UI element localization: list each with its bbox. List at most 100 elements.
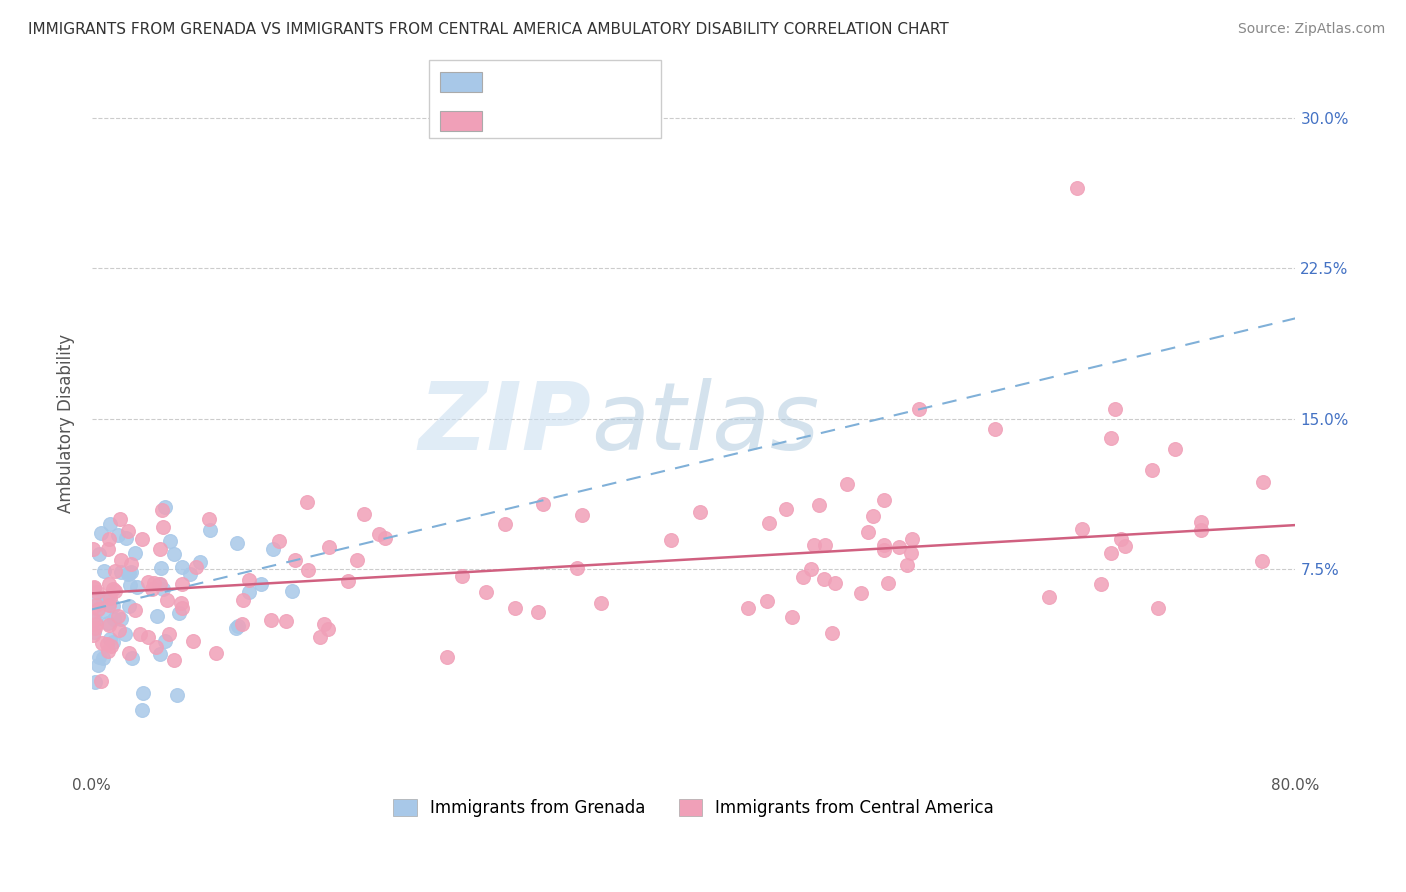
Point (153, 500, 176, 514)
Point (159, 534, 181, 549)
Point (531, 497, 554, 511)
Point (337, 574, 360, 588)
Point (118, 646, 141, 660)
Point (87, 602, 110, 616)
Point (138, 630, 160, 644)
Point (262, 541, 284, 556)
Point (146, 609, 169, 624)
Point (186, 559, 208, 574)
Point (1109, 532, 1132, 546)
Point (1066, 181, 1088, 195)
Point (167, 606, 190, 620)
Point (104, 564, 127, 578)
Point (145, 640, 167, 655)
Point (150, 560, 173, 574)
Point (1164, 442, 1187, 456)
Point (89, 650, 111, 665)
Point (226, 619, 249, 633)
Point (1191, 516, 1213, 530)
Point (91, 592, 114, 607)
Point (873, 538, 896, 552)
Text: atlas: atlas (592, 378, 820, 469)
Point (659, 533, 682, 547)
Text: 0.065: 0.065 (516, 73, 567, 91)
Point (93, 593, 115, 607)
Point (97, 595, 120, 609)
Point (792, 570, 814, 584)
Point (125, 580, 148, 594)
Point (104, 583, 127, 598)
Point (83, 613, 105, 627)
Point (100, 639, 122, 653)
Point (475, 585, 498, 599)
Point (983, 422, 1005, 436)
Point (1099, 431, 1122, 445)
Point (170, 601, 193, 615)
Point (318, 540, 340, 554)
Point (813, 572, 835, 586)
Point (87, 658, 110, 673)
Point (170, 596, 193, 610)
Text: R =: R = (491, 112, 530, 130)
Point (98, 516, 121, 531)
Point (226, 536, 249, 550)
Point (120, 566, 142, 580)
Point (198, 511, 221, 525)
Point (803, 538, 825, 552)
Point (90, 526, 112, 541)
Point (97, 599, 120, 613)
Point (117, 566, 139, 581)
Point (163, 547, 186, 561)
Text: ZIP: ZIP (419, 377, 592, 470)
Point (84, 598, 107, 612)
Point (120, 558, 142, 572)
Point (1038, 590, 1060, 604)
Point (231, 616, 253, 631)
Point (98, 532, 121, 546)
Point (756, 594, 779, 608)
Point (87, 547, 110, 561)
Point (98, 591, 121, 605)
Point (142, 576, 165, 591)
Point (114, 627, 136, 641)
Point (149, 542, 172, 557)
Point (152, 519, 174, 533)
Point (1250, 554, 1272, 568)
Point (118, 566, 141, 580)
Point (281, 583, 304, 598)
Point (436, 650, 458, 665)
Point (451, 569, 474, 583)
Point (124, 546, 146, 560)
Point (101, 582, 124, 596)
Point (567, 561, 589, 575)
Point (225, 621, 247, 635)
Point (86, 585, 108, 599)
Point (887, 540, 910, 554)
Point (150, 503, 173, 517)
Point (1142, 463, 1164, 477)
Point (314, 616, 336, 631)
Point (97, 542, 120, 557)
Point (118, 599, 141, 613)
Point (1146, 600, 1168, 615)
Point (900, 545, 922, 559)
Point (821, 625, 844, 640)
Point (82, 611, 104, 625)
Point (808, 498, 831, 512)
Legend: Immigrants from Grenada, Immigrants from Central America: Immigrants from Grenada, Immigrants from… (387, 792, 1001, 824)
Point (107, 623, 129, 637)
Point (91, 650, 114, 665)
Point (93, 604, 115, 618)
Point (238, 573, 260, 587)
Point (877, 575, 900, 590)
Text: N =: N = (558, 73, 598, 91)
Point (90, 635, 112, 649)
Point (84, 621, 107, 635)
Text: 57: 57 (582, 73, 605, 91)
Point (318, 622, 340, 636)
Point (260, 613, 283, 627)
Point (1189, 523, 1212, 537)
Point (131, 703, 153, 717)
Point (1104, 401, 1126, 416)
Point (131, 532, 153, 546)
